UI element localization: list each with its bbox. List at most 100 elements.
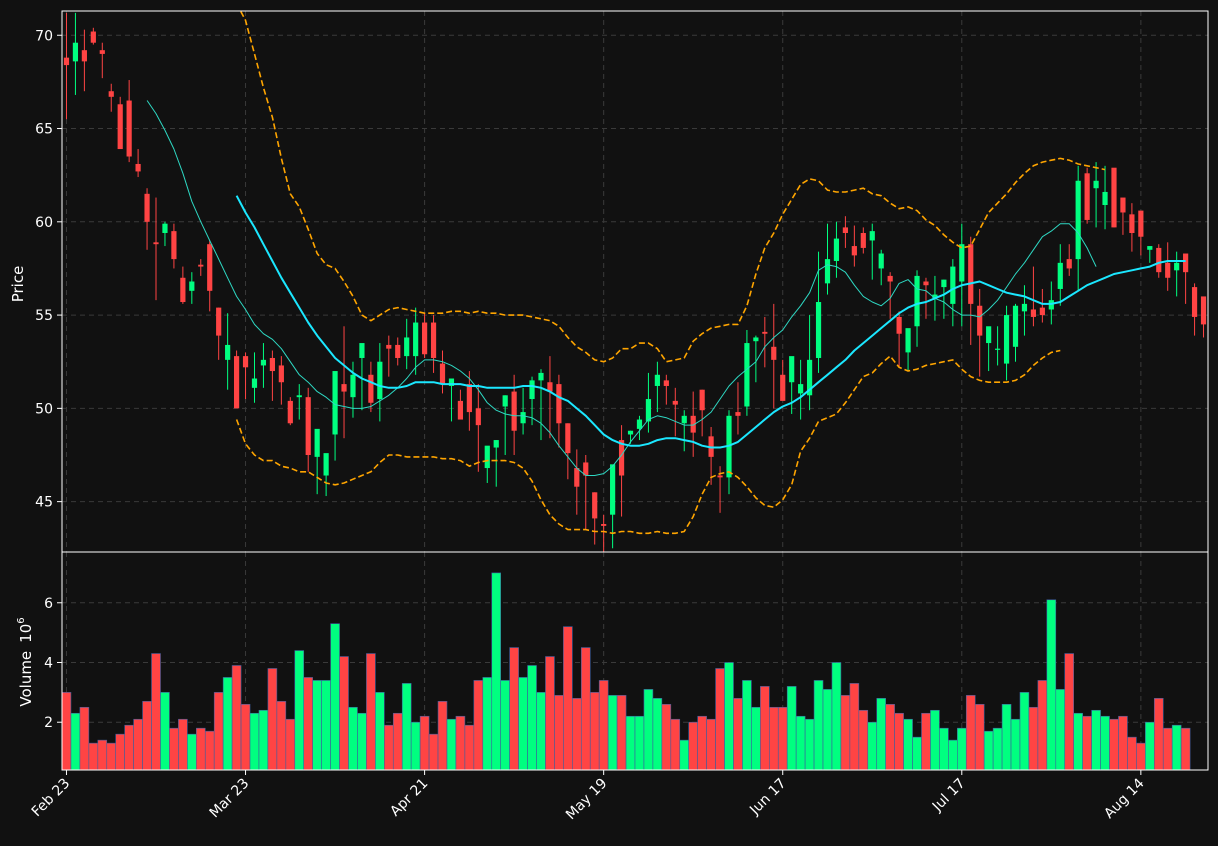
candle-body xyxy=(923,281,929,286)
volume-bar xyxy=(616,695,627,771)
candle-body xyxy=(753,337,759,342)
candle-body xyxy=(851,246,857,256)
candle-body xyxy=(377,361,383,400)
volume-bar xyxy=(858,709,869,771)
volume-bar xyxy=(115,733,125,771)
candle-body xyxy=(117,104,123,150)
volume-bar xyxy=(357,712,367,771)
candle-body xyxy=(323,453,329,476)
volume-bar xyxy=(321,680,331,771)
candle-body xyxy=(986,326,992,344)
volume-bar xyxy=(1180,727,1191,771)
volume-bar xyxy=(106,742,117,771)
candle-body xyxy=(153,242,159,245)
volume-bar xyxy=(724,662,734,771)
volume-bar xyxy=(70,712,81,771)
candle-body xyxy=(833,238,840,261)
candle-body xyxy=(529,380,535,400)
volume-bar xyxy=(921,712,931,771)
volume-bar xyxy=(1073,712,1083,771)
candle-body xyxy=(771,346,777,360)
volume-bar xyxy=(1145,721,1155,771)
volume-bar xyxy=(554,695,564,771)
candle-body xyxy=(198,264,204,267)
volume-bar xyxy=(965,695,976,771)
candle-body xyxy=(99,50,105,54)
volume-axis-label: Volume 106 xyxy=(16,617,35,706)
volume-bar xyxy=(88,742,99,771)
volume-bar xyxy=(1010,718,1021,771)
volume-bar xyxy=(142,701,152,771)
volume-bar xyxy=(222,677,233,771)
candle-body xyxy=(1156,247,1162,273)
candle-body xyxy=(225,344,231,360)
candle-body xyxy=(368,374,374,403)
volume-bar xyxy=(1091,709,1101,771)
volume-bar xyxy=(384,724,394,771)
candle-body xyxy=(645,399,652,422)
volume-bar xyxy=(527,665,537,771)
volume-bar xyxy=(437,701,448,771)
volume-bars xyxy=(61,572,1191,771)
candle-body xyxy=(63,57,70,66)
price-tick-label: 65 xyxy=(35,122,53,138)
volume-bar xyxy=(339,656,349,771)
volume-bar xyxy=(213,692,224,771)
volume-label-text: Volume xyxy=(17,651,35,707)
price-tick-label: 55 xyxy=(35,308,53,324)
candle-body xyxy=(932,294,938,299)
candle-body xyxy=(1174,262,1180,271)
volume-bar xyxy=(742,680,752,771)
candle-body xyxy=(350,374,356,398)
volume-bar xyxy=(930,709,940,771)
volume-bar xyxy=(160,692,170,771)
candle-body xyxy=(1021,303,1028,312)
volume-tick-label: 6 xyxy=(44,596,53,612)
volume-bar xyxy=(912,736,922,771)
candle-body xyxy=(1012,305,1019,347)
volume-bar xyxy=(545,656,555,771)
price-tick-label: 45 xyxy=(35,495,53,511)
volume-bar xyxy=(813,680,824,771)
candle-body xyxy=(448,378,455,386)
x-tick-label: Apr 21 xyxy=(387,776,431,820)
candle-body xyxy=(1111,167,1117,228)
candle-body xyxy=(269,357,275,372)
candle-body xyxy=(824,259,831,284)
volume-bar xyxy=(1118,715,1128,771)
candle-body xyxy=(1093,180,1099,189)
volume-bar xyxy=(464,724,475,771)
candle-body xyxy=(878,253,884,269)
volume-bar xyxy=(61,692,72,771)
candle-body xyxy=(565,423,571,454)
volume-bar xyxy=(715,668,725,771)
grid-lines xyxy=(62,11,1208,770)
candle-body xyxy=(610,464,616,515)
volume-bar xyxy=(249,712,260,771)
candle-body xyxy=(180,277,186,303)
volume-bar xyxy=(375,692,385,771)
candle-body xyxy=(189,281,195,291)
price-panel-frame xyxy=(61,10,1209,553)
candle-body xyxy=(547,382,553,392)
price-axis-label: Price xyxy=(9,266,27,303)
volume-bar xyxy=(294,650,305,771)
candle-body xyxy=(126,100,132,157)
volume-bar xyxy=(795,715,806,771)
candle-body xyxy=(296,395,302,398)
volume-bar xyxy=(482,677,493,771)
volume-bar xyxy=(768,706,779,771)
volume-bar xyxy=(455,715,466,771)
candle-body xyxy=(404,337,410,357)
volume-bar xyxy=(348,706,358,771)
candle-body xyxy=(1003,315,1010,364)
candle-body xyxy=(1030,309,1037,317)
candle-body xyxy=(72,42,79,62)
price-candles xyxy=(63,12,1207,552)
candle-body xyxy=(341,384,347,392)
volume-bar xyxy=(948,739,958,771)
volume-bar xyxy=(697,715,707,771)
candle-body xyxy=(538,372,544,381)
candle-body xyxy=(574,468,580,487)
